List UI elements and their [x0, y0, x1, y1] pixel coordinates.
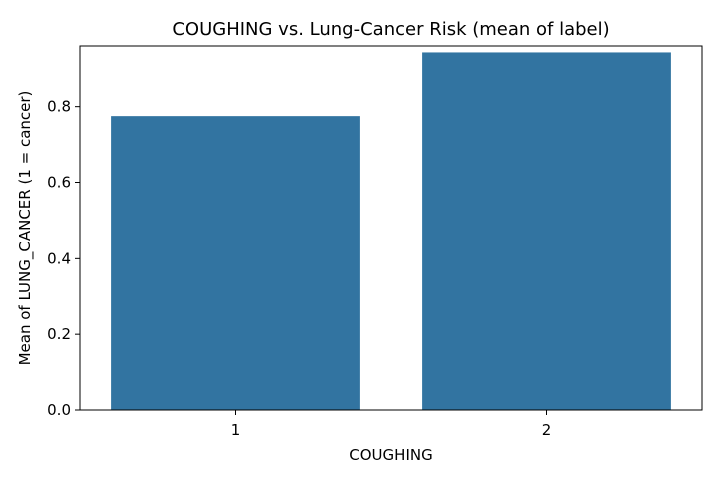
y-axis-ticks: 0.0 0.2 0.4 0.6 0.8 [47, 98, 80, 419]
y-tick-label: 0.0 [47, 401, 71, 419]
y-tick-label: 0.6 [47, 174, 71, 192]
x-tick-label: 2 [542, 421, 552, 439]
bar-1 [111, 116, 360, 410]
y-axis-label: Mean of LUNG_CANCER (1 = cancer) [16, 91, 35, 366]
plot-frame [79, 45, 703, 411]
x-axis-label: COUGHING [349, 446, 432, 464]
chart-title: COUGHING vs. Lung-Cancer Risk (mean of l… [172, 19, 609, 40]
bars-layer [111, 52, 671, 411]
y-tick-label: 0.2 [47, 325, 71, 343]
y-tick-label: 0.8 [47, 98, 71, 116]
x-tick-label: 1 [231, 421, 241, 439]
y-tick-label: 0.4 [47, 249, 71, 267]
bar-2 [422, 52, 671, 411]
